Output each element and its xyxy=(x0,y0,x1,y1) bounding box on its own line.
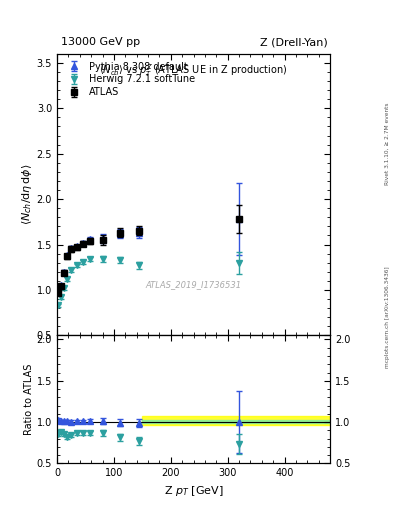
X-axis label: Z $p_T$ [GeV]: Z $p_T$ [GeV] xyxy=(164,484,223,498)
Text: Z (Drell-Yan): Z (Drell-Yan) xyxy=(261,37,328,47)
Bar xyxy=(142,420,330,423)
Text: Rivet 3.1.10, ≥ 2.7M events: Rivet 3.1.10, ≥ 2.7M events xyxy=(385,102,389,185)
Y-axis label: Ratio to ATLAS: Ratio to ATLAS xyxy=(24,364,34,435)
Text: $\langle N_{ch}\rangle$ vs $p_T^Z$ (ATLAS UE in Z production): $\langle N_{ch}\rangle$ vs $p_T^Z$ (ATLA… xyxy=(99,62,288,79)
Bar xyxy=(142,416,330,425)
Y-axis label: $\langle N_{ch}/\mathrm{d}\eta\,\mathrm{d}\phi\rangle$: $\langle N_{ch}/\mathrm{d}\eta\,\mathrm{… xyxy=(20,164,34,225)
Text: 13000 GeV pp: 13000 GeV pp xyxy=(61,37,140,47)
Text: ATLAS_2019_I1736531: ATLAS_2019_I1736531 xyxy=(145,280,242,289)
Legend: Pythia 8.308 default, Herwig 7.2.1 softTune, ATLAS: Pythia 8.308 default, Herwig 7.2.1 softT… xyxy=(62,58,198,100)
Text: mcplots.cern.ch [arXiv:1306.3436]: mcplots.cern.ch [arXiv:1306.3436] xyxy=(385,267,389,368)
